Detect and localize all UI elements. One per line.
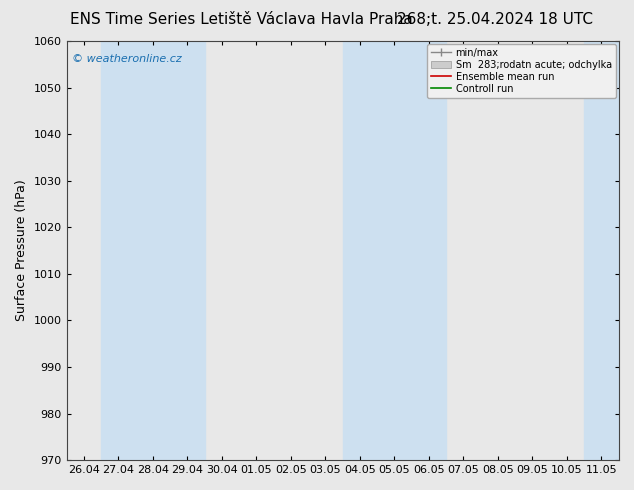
Text: 268;t. 25.04.2024 18 UTC: 268;t. 25.04.2024 18 UTC bbox=[396, 12, 593, 27]
Bar bbox=[342, 41, 446, 460]
Bar bbox=[584, 41, 634, 460]
Y-axis label: Surface Pressure (hPa): Surface Pressure (hPa) bbox=[15, 180, 28, 321]
Bar bbox=[101, 41, 205, 460]
Text: © weatheronline.cz: © weatheronline.cz bbox=[72, 53, 182, 64]
Legend: min/max, Sm  283;rodatn acute; odchylka, Ensemble mean run, Controll run: min/max, Sm 283;rodatn acute; odchylka, … bbox=[427, 44, 616, 98]
Text: ENS Time Series Letiště Václava Havla Praha: ENS Time Series Letiště Václava Havla Pr… bbox=[70, 12, 412, 27]
